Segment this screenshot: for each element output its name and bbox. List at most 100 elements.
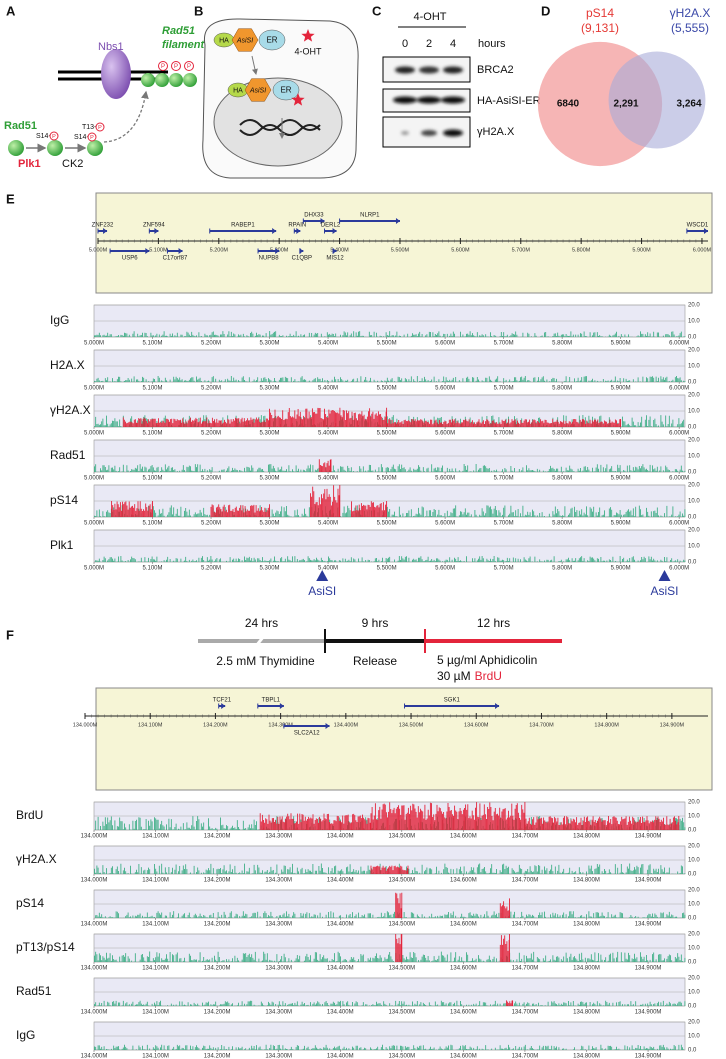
x-tick-label: 5.800M — [552, 476, 572, 482]
x-tick-label: 134.200M — [204, 922, 231, 928]
track-label: H2A.X — [50, 358, 85, 372]
x-tick-label: 5.400M — [318, 341, 338, 347]
y-tick-label: 0.0 — [688, 425, 697, 431]
gene-arrow — [332, 248, 337, 254]
x-tick-label: 5.600M — [435, 566, 455, 572]
x-tick-label: 5.300M — [260, 431, 280, 437]
x-tick-label: 5.500M — [377, 521, 397, 527]
peak — [310, 485, 341, 517]
p: P — [161, 64, 165, 70]
x-tick-label: 134.000M — [81, 1010, 108, 1016]
x-tick-label: 134.800M — [573, 966, 600, 972]
p: P — [52, 134, 56, 140]
duration-label: 9 hrs — [362, 616, 389, 630]
x-tick-label: 5.000M — [84, 521, 104, 527]
gene-label: WSCD1 — [687, 223, 709, 229]
site-label: S14- — [74, 134, 89, 141]
treatment-label: 2.5 mM Thymidine — [216, 654, 315, 668]
x-tick-label: 134.500M — [388, 878, 415, 884]
gene-arrow — [299, 248, 304, 254]
y-tick-label: 0.0 — [688, 380, 697, 386]
filament-label: filament — [162, 39, 206, 51]
x-tick-label: 134.000M — [81, 834, 108, 840]
axis-label: 5.300M — [270, 247, 289, 253]
axis-label: 134.000M — [73, 722, 98, 728]
x-tick-label: 6.000M — [669, 386, 689, 392]
x-tick-label: 5.500M — [377, 341, 397, 347]
x-tick-label: 134.500M — [388, 834, 415, 840]
x-tick-label: 5.600M — [435, 341, 455, 347]
x-tick-label: 5.700M — [494, 476, 514, 482]
rad51 — [47, 140, 63, 156]
brdu-label: BrdU — [475, 669, 502, 683]
x-tick-label: 134.400M — [327, 1010, 354, 1016]
signal — [94, 331, 686, 337]
peak — [524, 816, 680, 830]
x-tick-label: 134.400M — [327, 1054, 354, 1059]
x-tick-label: 134.200M — [204, 834, 231, 840]
x-tick-label: 134.800M — [573, 1054, 600, 1059]
x-tick-label: 134.800M — [573, 834, 600, 840]
p: P — [187, 64, 191, 70]
y-tick-label: 20.0 — [688, 976, 700, 982]
x-tick-label: 134.400M — [327, 834, 354, 840]
x-tick-label: 5.500M — [377, 386, 397, 392]
x-tick-label: 134.100M — [142, 878, 169, 884]
y-tick-label: 20.0 — [688, 528, 700, 534]
y-tick-label: 0.0 — [688, 872, 697, 878]
p: P — [174, 64, 178, 70]
panel-label: B — [194, 3, 203, 18]
gene-label: RABEP1 — [231, 223, 255, 229]
axis-label: 134.600M — [464, 722, 489, 728]
signal — [94, 376, 686, 382]
x-tick-label: 5.300M — [260, 521, 280, 527]
peak — [318, 459, 332, 472]
x-tick-label: 134.700M — [512, 1054, 539, 1059]
y-tick-label: 10.0 — [688, 902, 700, 908]
x-tick-label: 5.900M — [611, 476, 631, 482]
dna — [239, 124, 321, 136]
p: P — [90, 135, 94, 141]
bands — [393, 66, 465, 137]
gene-arrow — [272, 228, 277, 234]
y-tick-label: 10.0 — [688, 499, 700, 505]
x-tick-label: 134.900M — [635, 1010, 662, 1016]
track-label: pS14 — [16, 896, 44, 910]
x-tick-label: 134.800M — [573, 878, 600, 884]
rad51 — [141, 73, 155, 87]
y-tick-label: 20.0 — [688, 303, 700, 309]
x-tick-label: 134.300M — [265, 922, 292, 928]
axis-label: 5.200M — [210, 247, 229, 253]
x-tick-label: 134.000M — [81, 878, 108, 884]
x-tick-label: 5.300M — [260, 341, 280, 347]
axis-label: 5.400M — [330, 247, 349, 253]
gene-arrow — [704, 228, 708, 234]
gene-arrow — [275, 248, 280, 254]
region-count: 2,291 — [613, 99, 638, 110]
y-tick-label: 20.0 — [688, 348, 700, 354]
signal — [94, 556, 686, 562]
gene-label: NUPB8 — [259, 256, 280, 262]
y-tick-label: 0.0 — [688, 960, 697, 966]
x-tick-label: 5.400M — [318, 566, 338, 572]
y-tick-label: 0.0 — [688, 1004, 697, 1010]
rad51 — [155, 73, 169, 87]
ha-label: HA — [219, 37, 229, 44]
break — [254, 635, 266, 647]
x-tick-label: 5.900M — [611, 386, 631, 392]
gene-label: RPAIN — [288, 223, 306, 229]
y-tick-label: 10.0 — [688, 814, 700, 820]
duration-label: 12 hrs — [477, 616, 510, 630]
x-tick-label: 5.600M — [435, 431, 455, 437]
gene-arrow — [332, 228, 337, 234]
er-label: ER — [280, 86, 291, 95]
p: P — [98, 125, 102, 131]
site-label: AsiSI — [308, 584, 336, 598]
track-label: Rad51 — [16, 984, 52, 998]
x-tick-label: 134.400M — [327, 922, 354, 928]
gene-arrow — [103, 228, 108, 234]
y-tick-label: 10.0 — [688, 454, 700, 460]
er-label: ER — [266, 36, 277, 45]
phospho — [95, 122, 105, 132]
x-tick-label: 5.700M — [494, 341, 514, 347]
